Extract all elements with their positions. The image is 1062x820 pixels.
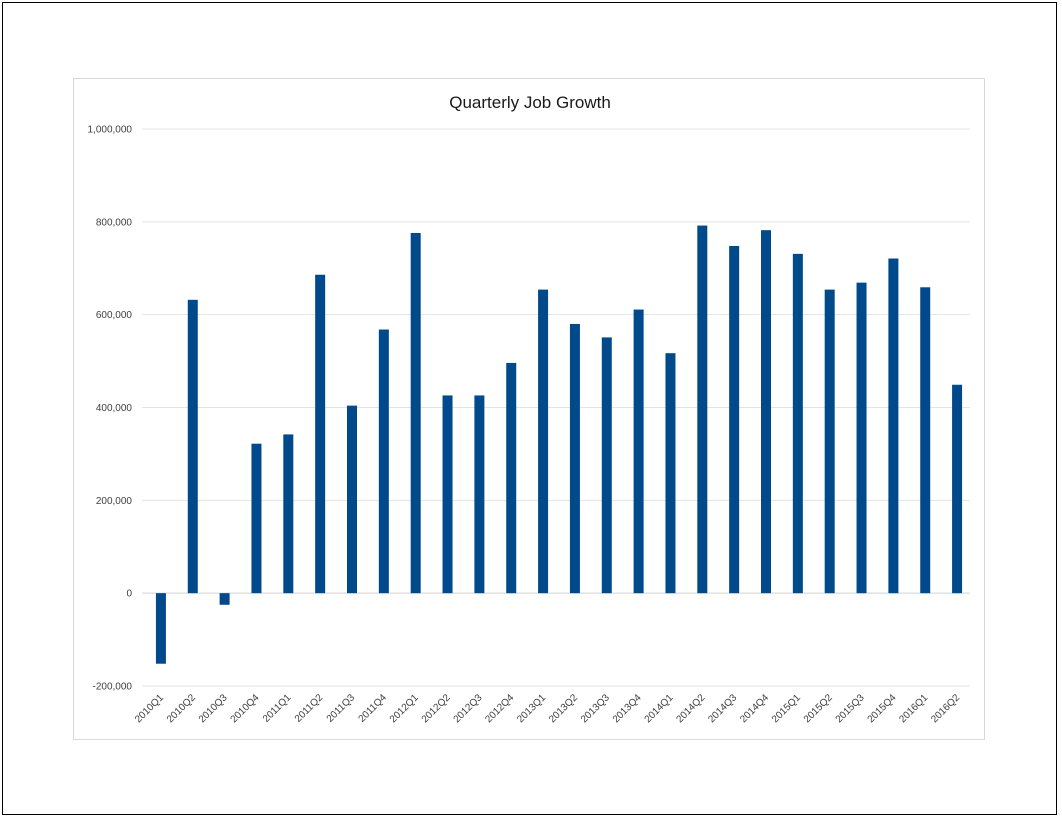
bar <box>155 593 166 664</box>
x-tick-label: 2013Q3 <box>579 692 612 725</box>
x-tick-label: 2011Q4 <box>357 692 390 725</box>
bar <box>410 232 421 594</box>
y-axis-tick-labels: 1,000,000 800,000 600,000 400,000 200,000 0 -2… <box>88 125 133 693</box>
bar <box>824 289 835 594</box>
x-tick-label: 2014Q3 <box>706 692 739 725</box>
bar <box>856 282 867 594</box>
x-tick-label: 2014Q4 <box>738 692 771 725</box>
x-tick-label: 2013Q1 <box>515 692 548 725</box>
bar <box>538 289 549 594</box>
gridlines <box>142 128 970 687</box>
x-tick-label: 2010Q2 <box>165 692 198 725</box>
bar <box>315 274 326 594</box>
bar <box>219 593 230 605</box>
bar <box>792 253 803 594</box>
bar <box>697 225 708 594</box>
bar <box>952 384 963 594</box>
x-tick-label: 2012Q1 <box>388 692 421 725</box>
bar-chart: Quarterly Job Growth 1,000,000 800,000 600… <box>88 93 970 725</box>
x-tick-label: 2015Q4 <box>866 692 899 725</box>
bar <box>633 309 644 594</box>
y-tick-label: 200,000 <box>96 496 133 507</box>
bars <box>155 225 963 664</box>
bar <box>442 395 453 594</box>
bar <box>283 434 294 594</box>
bar <box>665 353 676 594</box>
chart-area: Quarterly Job Growth 1,000,000 800,000 600… <box>73 78 985 740</box>
x-tick-label: 2015Q1 <box>770 692 803 725</box>
bar <box>251 443 262 594</box>
bar <box>347 405 357 594</box>
bar <box>474 395 485 594</box>
x-tick-label: 2014Q1 <box>643 692 676 725</box>
x-tick-label: 2015Q2 <box>802 692 835 725</box>
x-tick-label: 2012Q4 <box>483 692 516 725</box>
y-tick-label: 800,000 <box>96 217 133 228</box>
x-tick-label: 2013Q4 <box>611 692 644 725</box>
y-tick-label: -200,000 <box>93 682 133 693</box>
x-tick-label: 2013Q2 <box>547 692 580 725</box>
x-tick-label: 2010Q3 <box>197 692 230 725</box>
x-tick-label: 2011Q1 <box>261 692 294 725</box>
bar <box>506 362 517 594</box>
x-tick-label: 2010Q1 <box>133 692 166 725</box>
bar <box>569 323 580 594</box>
y-tick-label: 0 <box>126 589 132 600</box>
bar <box>729 245 740 594</box>
x-tick-label: 2016Q1 <box>897 692 930 725</box>
y-tick-label: 400,000 <box>96 403 133 414</box>
x-tick-label: 2012Q2 <box>420 692 453 725</box>
bar <box>378 329 389 594</box>
x-tick-label: 2012Q3 <box>452 692 485 725</box>
y-tick-label: 600,000 <box>96 310 133 321</box>
bar <box>187 299 198 594</box>
x-tick-label: 2014Q2 <box>674 692 707 725</box>
x-tick-label: 2015Q3 <box>834 692 867 725</box>
x-tick-label: 2011Q3 <box>325 692 358 725</box>
x-tick-label: 2010Q4 <box>229 692 262 725</box>
bar <box>888 258 899 594</box>
bar <box>601 337 612 594</box>
x-tick-label: 2011Q2 <box>293 692 326 725</box>
x-tick-label: 2016Q2 <box>929 692 962 725</box>
bar <box>920 287 931 594</box>
chart-title: Quarterly Job Growth <box>449 93 611 112</box>
y-tick-label: 1,000,000 <box>88 125 133 136</box>
bar <box>761 230 771 594</box>
